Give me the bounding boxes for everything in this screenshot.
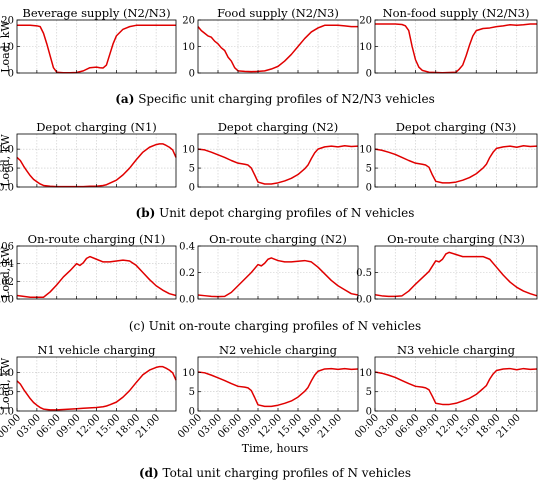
chart-panel-2-2: 0 5 10 Depot charging (N2) [182,120,359,194]
y-tick-label: 0 [366,407,372,418]
chart-panel-3-2: 0.0 0.2 0.4 On-route charging (N2) [179,232,359,306]
chart-panel-2-3: 0 5 10 Depot charging (N3) [359,120,538,194]
panel-title: Depot charging (N2) [218,120,339,134]
panel-title: On-route charging (N3) [387,232,525,246]
chart-panel-3-3: 0.0 0.5 On-route charging (N3) [356,232,538,306]
y-tick-label: 0.02 [0,277,14,288]
series-line [17,24,176,74]
series-line [374,367,538,406]
panel-title: N1 vehicle charging [37,343,156,357]
y-tick-label: 0.4 [179,242,195,253]
y-tick-label: 0.5 [0,387,14,398]
y-tick-label: 0.2 [179,268,195,279]
chart-panel-4-1: 0.00.51.0N1 vehicle charging00:0003:0006… [0,343,177,441]
y-tick-label: 0 [366,183,372,194]
subfigure-caption: (b) Unit depot charging profiles of N ve… [136,206,415,220]
y-tick-label: 0 [366,69,372,80]
panel-title: Non-food supply (N2/N3) [383,6,530,20]
series-line [374,144,538,184]
series-line [16,365,177,411]
chart-panel-3-1: 0.00 0.02 0.04 0.06 On-route charging (N1) [0,232,177,306]
panel-title: Depot charging (N1) [36,120,157,134]
caption-text: Unit depot charging profiles of N vehicl… [155,206,414,220]
y-tick-label: 10 [1,42,14,53]
panel-title: On-route charging (N1) [28,232,166,246]
y-tick-label: 5 [366,164,372,175]
caption-label: (a) [115,92,134,106]
series-line [374,251,538,298]
y-tick-label: 5 [366,387,372,398]
caption-label: (b) [136,206,156,220]
y-tick-label: 10 [359,368,372,379]
y-tick-label: 10 [182,42,195,53]
y-tick-label: 0.0 [0,183,14,194]
y-tick-label: 0.5 [356,268,372,279]
subfigure-caption: (a) Specific unit charging profiles of N… [115,92,435,106]
y-tick-label: 5 [189,387,195,398]
subfigure-caption: (c) Unit on-route charging profiles of N… [129,319,421,333]
panel-title: Depot charging (N3) [396,120,517,134]
y-tick-label: 0 [189,69,195,80]
series-line [197,367,359,408]
panel-title: Food supply (N2/N3) [217,6,339,20]
y-tick-label: 1.0 [0,368,14,379]
y-axis-label: Load, kW [0,20,12,73]
y-tick-label: 0.0 [0,407,14,418]
y-tick-label: 0 [189,183,195,194]
y-tick-label: 10 [359,42,372,53]
y-tick-label: 0.04 [0,259,14,270]
y-tick-label: 20 [359,16,372,27]
y-tick-label: 10 [182,145,195,156]
x-axis-label: Time, hours [242,442,309,455]
chart-panel-2-1: 0.0 0.5 1.0 Depot charging (N1) [0,120,177,194]
y-axis-label: Load, kW [0,357,12,410]
chart-panel-1-2: 0 10 20 Food supply (N2/N3) [182,6,359,80]
series-line [16,255,177,298]
chart-panel-1-3: 0 10 20 Non-food supply (N2/N3) [359,6,538,80]
panel-title: On-route charging (N2) [209,232,347,246]
panel-title: Beverage supply (N2/N3) [22,6,170,20]
caption-text: (c) Unit on-route charging profiles of N… [129,319,421,333]
panel-title: N3 vehicle charging [397,343,516,357]
y-tick-label: 0 [189,407,195,418]
series-line [197,257,359,298]
y-tick-label: 0.0 [179,295,195,306]
y-tick-label: 10 [182,368,195,379]
y-tick-label: 10 [359,145,372,156]
y-axis-label: Load, kW [0,246,12,299]
y-tick-label: 0 [8,69,14,80]
y-axis-label: Load, kW [0,134,12,187]
series-line [197,144,359,185]
y-tick-label: 0.06 [0,242,14,253]
y-tick-label: 1.0 [0,145,14,156]
caption-label: (d) [139,466,159,480]
y-tick-label: 20 [1,16,14,27]
y-tick-label: 0.00 [0,295,14,306]
y-tick-label: 20 [182,16,195,27]
panel-title: N2 vehicle charging [219,343,338,357]
y-tick-label: 0.5 [0,164,14,175]
caption-text: Total unit charging profiles of N vehicl… [159,466,411,480]
y-tick-label: 0.0 [356,295,372,306]
y-tick-label: 5 [189,164,195,175]
chart-panel-1-1: 0 10 20 Beverage supply (N2/N3) [1,6,177,80]
caption-text: Specific unit charging profiles of N2/N3… [134,92,434,106]
subfigure-caption: (d) Total unit charging profiles of N ve… [139,466,411,480]
series-line [197,24,358,73]
